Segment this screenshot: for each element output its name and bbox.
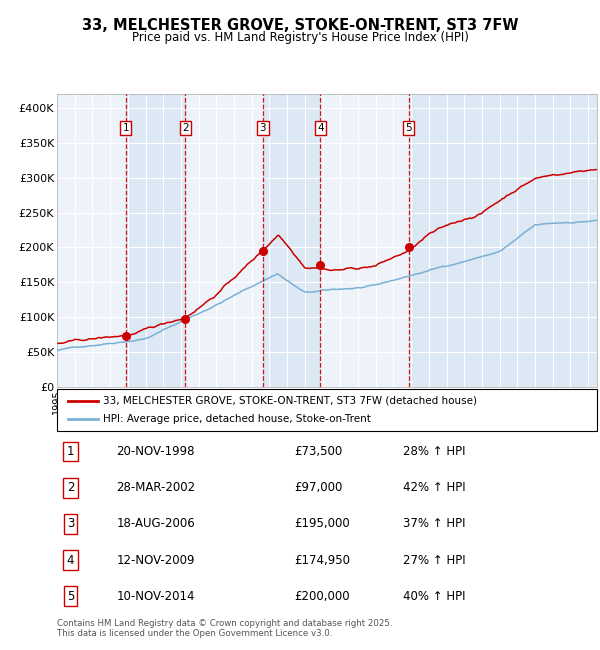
Text: HPI: Average price, detached house, Stoke-on-Trent: HPI: Average price, detached house, Stok… bbox=[103, 414, 371, 424]
Text: 28-MAR-2002: 28-MAR-2002 bbox=[116, 481, 196, 494]
Bar bbox=[126, 94, 185, 387]
Text: 3: 3 bbox=[260, 123, 266, 133]
Text: Contains HM Land Registry data © Crown copyright and database right 2025.
This d: Contains HM Land Registry data © Crown c… bbox=[57, 619, 392, 638]
Text: 1: 1 bbox=[67, 445, 74, 458]
Text: 1: 1 bbox=[122, 123, 129, 133]
Text: 5: 5 bbox=[406, 123, 412, 133]
Text: 12-NOV-2009: 12-NOV-2009 bbox=[116, 554, 195, 567]
Text: 28% ↑ HPI: 28% ↑ HPI bbox=[403, 445, 465, 458]
Text: 4: 4 bbox=[317, 123, 323, 133]
Text: 20-NOV-1998: 20-NOV-1998 bbox=[116, 445, 195, 458]
Bar bbox=[263, 94, 320, 387]
Text: 37% ↑ HPI: 37% ↑ HPI bbox=[403, 517, 465, 530]
Text: 33, MELCHESTER GROVE, STOKE-ON-TRENT, ST3 7FW: 33, MELCHESTER GROVE, STOKE-ON-TRENT, ST… bbox=[82, 18, 518, 32]
Text: £97,000: £97,000 bbox=[295, 481, 343, 494]
Text: 10-NOV-2014: 10-NOV-2014 bbox=[116, 590, 195, 603]
Text: £174,950: £174,950 bbox=[295, 554, 350, 567]
Bar bbox=[409, 94, 597, 387]
Text: Price paid vs. HM Land Registry's House Price Index (HPI): Price paid vs. HM Land Registry's House … bbox=[131, 31, 469, 44]
Text: 3: 3 bbox=[67, 517, 74, 530]
Text: 40% ↑ HPI: 40% ↑ HPI bbox=[403, 590, 465, 603]
Text: 33, MELCHESTER GROVE, STOKE-ON-TRENT, ST3 7FW (detached house): 33, MELCHESTER GROVE, STOKE-ON-TRENT, ST… bbox=[103, 396, 477, 406]
Text: 18-AUG-2006: 18-AUG-2006 bbox=[116, 517, 195, 530]
Text: 4: 4 bbox=[67, 554, 74, 567]
Text: £200,000: £200,000 bbox=[295, 590, 350, 603]
Text: 2: 2 bbox=[67, 481, 74, 494]
Text: 27% ↑ HPI: 27% ↑ HPI bbox=[403, 554, 465, 567]
Text: £195,000: £195,000 bbox=[295, 517, 350, 530]
Text: 5: 5 bbox=[67, 590, 74, 603]
Text: £73,500: £73,500 bbox=[295, 445, 343, 458]
Text: 42% ↑ HPI: 42% ↑ HPI bbox=[403, 481, 465, 494]
Text: 2: 2 bbox=[182, 123, 188, 133]
